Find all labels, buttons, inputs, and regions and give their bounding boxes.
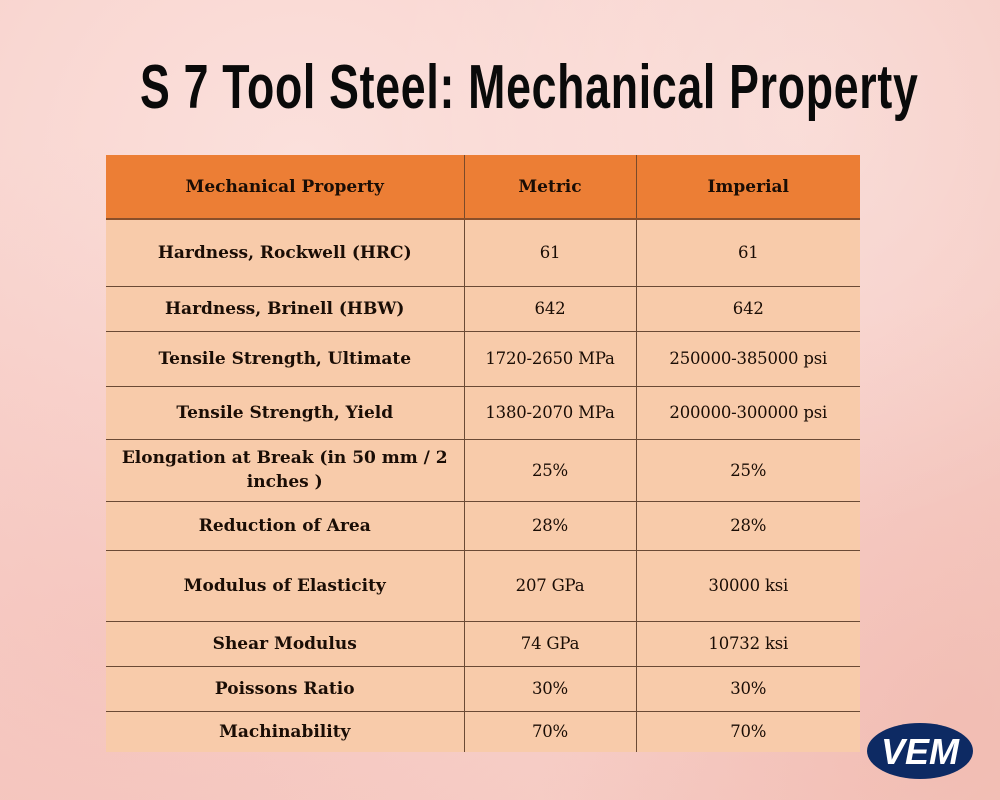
property-cell: Shear Modulus — [106, 621, 465, 667]
vem-logo: VEM — [866, 722, 974, 780]
imperial-cell: 642 — [636, 286, 860, 332]
imperial-cell: 30% — [636, 666, 860, 712]
imperial-cell: 200000-300000 psi — [636, 386, 860, 440]
table-row: Tensile Strength, Ultimate 1720-2650 MPa… — [106, 331, 860, 387]
header-metric: Metric — [464, 155, 637, 220]
property-cell: Hardness, Rockwell (HRC) — [106, 219, 465, 287]
table-row: Reduction of Area 28% 28% — [106, 501, 860, 551]
imperial-cell: 250000-385000 psi — [636, 331, 860, 387]
table-header-row: Mechanical Property Metric Imperial — [106, 155, 860, 220]
property-cell: Modulus of Elasticity — [106, 550, 465, 622]
logo-text: VEM — [881, 731, 960, 772]
property-cell: Poissons Ratio — [106, 666, 465, 712]
property-cell: Tensile Strength, Ultimate — [106, 331, 465, 387]
table-row: Poissons Ratio 30% 30% — [106, 666, 860, 712]
vem-logo-icon: VEM — [867, 723, 973, 779]
imperial-cell: 25% — [636, 439, 860, 502]
table-row: Elongation at Break (in 50 mm / 2 inches… — [106, 439, 860, 502]
table-row: Hardness, Rockwell (HRC) 61 61 — [106, 219, 860, 287]
imperial-cell: 28% — [636, 501, 860, 551]
metric-cell: 25% — [464, 439, 637, 502]
metric-cell: 30% — [464, 666, 637, 712]
table-row: Modulus of Elasticity 207 GPa 30000 ksi — [106, 550, 860, 622]
property-cell: Machinability — [106, 711, 465, 752]
property-cell: Tensile Strength, Yield — [106, 386, 465, 440]
metric-cell: 642 — [464, 286, 637, 332]
metric-cell: 61 — [464, 219, 637, 287]
property-cell: Reduction of Area — [106, 501, 465, 551]
imperial-cell: 61 — [636, 219, 860, 287]
header-imperial: Imperial — [636, 155, 860, 220]
metric-cell: 1720-2650 MPa — [464, 331, 637, 387]
property-cell: Hardness, Brinell (HBW) — [106, 286, 465, 332]
table-row: Tensile Strength, Yield 1380-2070 MPa 20… — [106, 386, 860, 440]
page-title: S 7 Tool Steel: Mechanical Property — [140, 53, 919, 122]
imperial-cell: 10732 ksi — [636, 621, 860, 667]
imperial-cell: 70% — [636, 711, 860, 752]
metric-cell: 1380-2070 MPa — [464, 386, 637, 440]
table-row: Hardness, Brinell (HBW) 642 642 — [106, 286, 860, 332]
property-cell: Elongation at Break (in 50 mm / 2 inches… — [106, 439, 465, 502]
mechanical-property-table: Mechanical Property Metric Imperial Hard… — [106, 155, 860, 752]
table-row: Machinability 70% 70% — [106, 711, 860, 752]
metric-cell: 28% — [464, 501, 637, 551]
header-mechanical-property: Mechanical Property — [106, 155, 465, 220]
metric-cell: 74 GPa — [464, 621, 637, 667]
metric-cell: 207 GPa — [464, 550, 637, 622]
table-row: Shear Modulus 74 GPa 10732 ksi — [106, 621, 860, 667]
metric-cell: 70% — [464, 711, 637, 752]
imperial-cell: 30000 ksi — [636, 550, 860, 622]
